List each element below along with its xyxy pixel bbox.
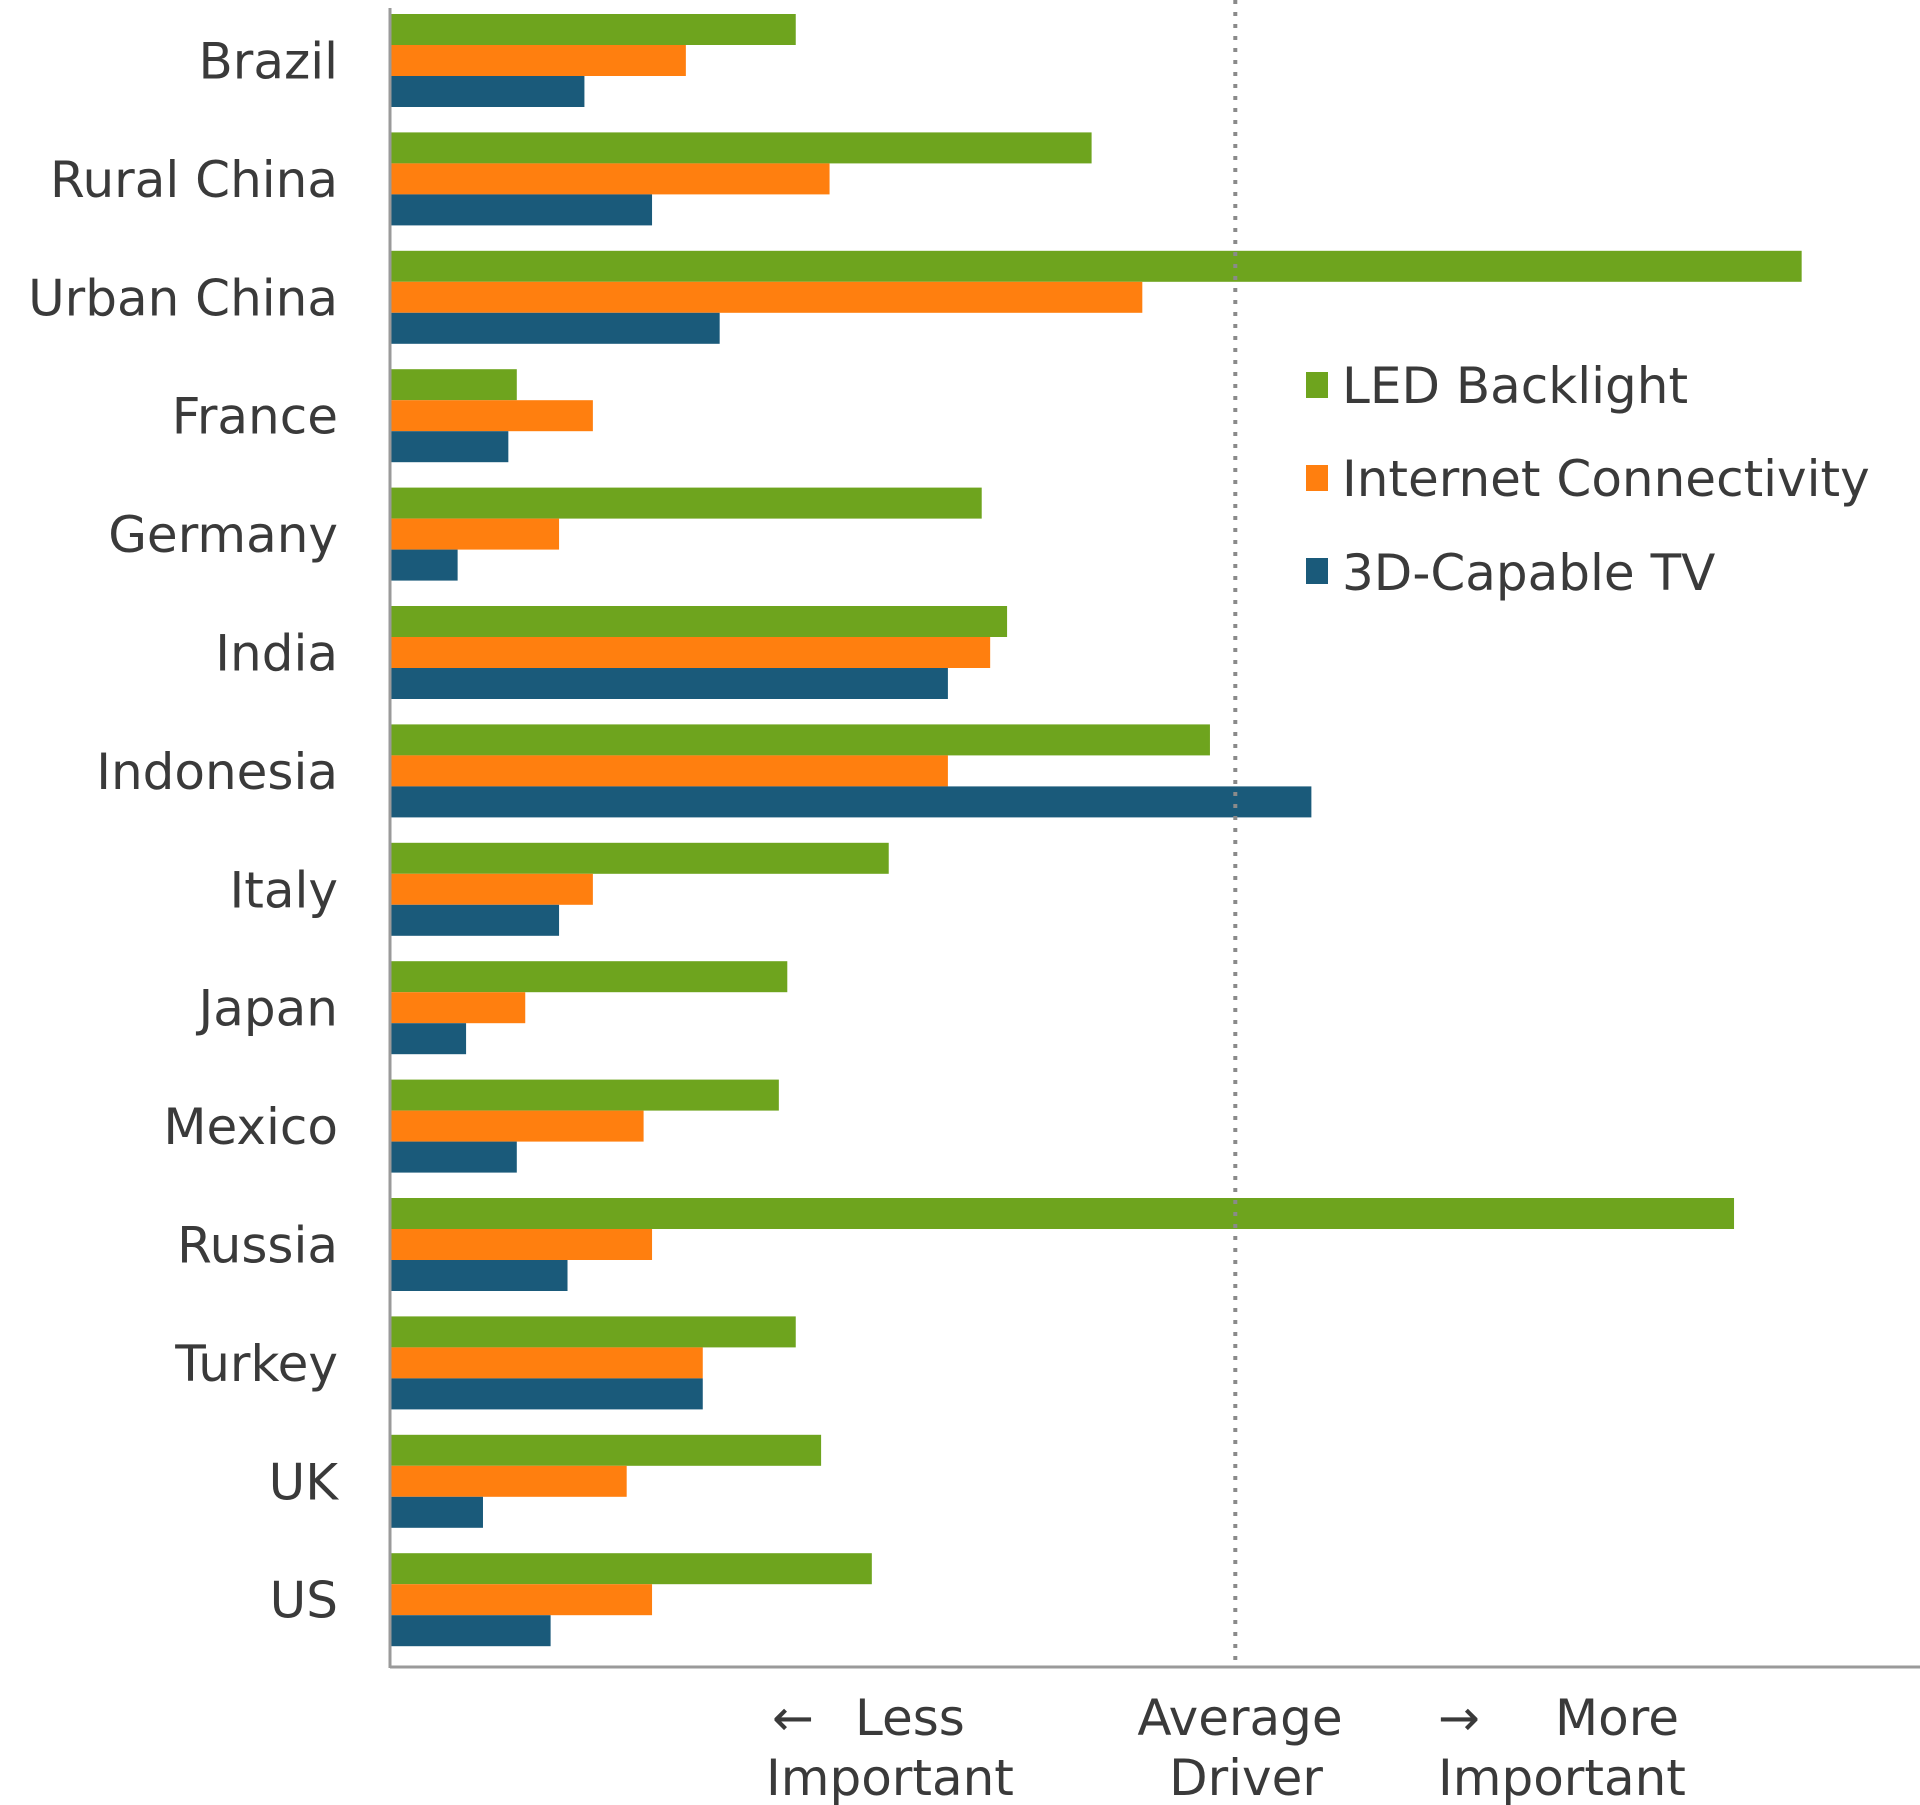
category-label: Turkey — [174, 1335, 338, 1393]
category-label: Rural China — [50, 151, 338, 209]
average-driver-line2: Driver — [1169, 1749, 1323, 1805]
legend-swatch-internet — [1306, 465, 1328, 491]
bar-uk-series-1 — [390, 1465, 627, 1497]
category-label: Mexico — [163, 1098, 338, 1156]
less-arrow-icon: ← — [772, 1689, 814, 1747]
bar-mexico-series-0 — [390, 1079, 779, 1111]
bar-us-series-1 — [390, 1584, 653, 1616]
bar-brazil-series-0 — [390, 14, 796, 45]
bar-brazil-series-2 — [390, 76, 585, 107]
bars-group — [390, 14, 1802, 1647]
bar-rural-china-series-2 — [390, 194, 653, 226]
bar-germany-series-0 — [390, 487, 982, 519]
less-important-line1: Less — [855, 1689, 965, 1747]
less-important-line2: Important — [766, 1749, 1014, 1805]
bar-turkey-series-0 — [390, 1316, 796, 1348]
category-label: UK — [269, 1453, 340, 1511]
bar-france-series-2 — [390, 431, 509, 463]
bar-urban-china-series-2 — [390, 312, 720, 344]
bar-india-series-1 — [390, 637, 991, 668]
bar-indonesia-series-2 — [390, 786, 1312, 818]
legend-label-internet: Internet Connectivity — [1342, 450, 1870, 508]
bar-us-series-2 — [390, 1615, 551, 1647]
more-arrow-icon: → — [1438, 1689, 1480, 1747]
bar-japan-series-2 — [390, 1023, 467, 1055]
category-labels: Brazil Rural China Urban China France German… — [28, 33, 339, 1630]
bar-brazil-series-1 — [390, 45, 686, 76]
bar-rural-china-series-1 — [390, 163, 830, 195]
bar-uk-series-0 — [390, 1434, 822, 1466]
legend-label-3d: 3D-Capable TV — [1342, 544, 1715, 602]
bar-germany-series-2 — [390, 549, 458, 581]
bar-russia-series-1 — [390, 1229, 653, 1260]
category-label: US — [270, 1572, 338, 1630]
category-label: Brazil — [198, 33, 338, 91]
category-label: Urban China — [28, 269, 338, 327]
bar-japan-series-1 — [390, 992, 526, 1024]
bar-urban-china-series-1 — [390, 281, 1143, 313]
legend-swatch-led — [1306, 372, 1328, 398]
bar-france-series-0 — [390, 369, 517, 401]
bar-indonesia-series-1 — [390, 755, 948, 787]
bar-turkey-series-2 — [390, 1378, 703, 1410]
category-label: Japan — [196, 980, 338, 1038]
category-label: Indonesia — [96, 743, 338, 801]
category-label: France — [172, 388, 338, 446]
bar-urban-china-series-0 — [390, 250, 1802, 282]
legend-swatch-3d — [1306, 558, 1328, 584]
category-label: Russia — [177, 1217, 338, 1275]
category-label: Germany — [108, 506, 338, 564]
bar-italy-series-2 — [390, 904, 560, 936]
category-label: Italy — [230, 861, 338, 919]
average-driver-line1: Average — [1137, 1689, 1342, 1747]
bar-japan-series-0 — [390, 961, 788, 993]
bar-us-series-0 — [390, 1553, 872, 1585]
bar-mexico-series-2 — [390, 1141, 517, 1173]
bar-turkey-series-1 — [390, 1347, 703, 1379]
category-label: India — [215, 625, 338, 683]
bar-russia-series-0 — [390, 1198, 1735, 1229]
bar-italy-series-0 — [390, 842, 889, 874]
axis-notes: ← Less Important Average Driver → More I… — [766, 1689, 1686, 1805]
bar-uk-series-2 — [390, 1496, 483, 1528]
legend-label-led: LED Backlight — [1342, 357, 1688, 415]
bar-france-series-1 — [390, 400, 593, 432]
bar-india-series-0 — [390, 606, 1008, 637]
bar-indonesia-series-0 — [390, 724, 1210, 756]
bar-rural-china-series-0 — [390, 132, 1092, 164]
bar-india-series-2 — [390, 668, 948, 699]
more-important-line2: Important — [1438, 1749, 1686, 1805]
legend: LED Backlight Internet Connectivity 3D-C… — [1306, 357, 1870, 602]
bar-italy-series-1 — [390, 873, 593, 905]
bar-germany-series-1 — [390, 518, 560, 550]
bar-russia-series-2 — [390, 1260, 568, 1291]
bar-mexico-series-1 — [390, 1110, 644, 1142]
more-important-line1: More — [1555, 1689, 1679, 1747]
